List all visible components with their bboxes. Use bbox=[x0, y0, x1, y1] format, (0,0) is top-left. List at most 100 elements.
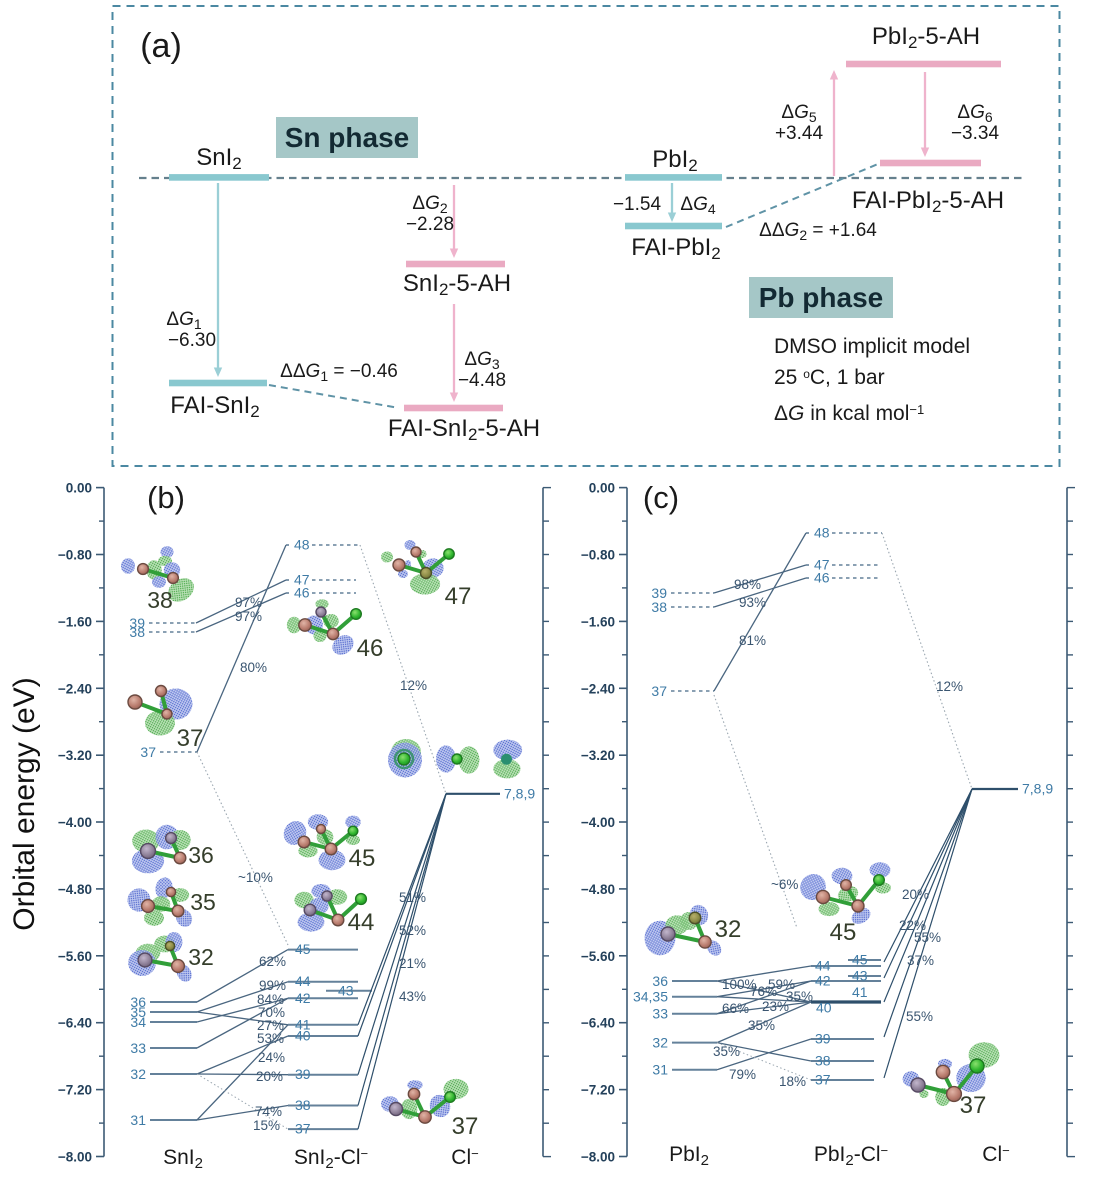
svg-text:20%: 20% bbox=[902, 887, 929, 902]
svg-text:32: 32 bbox=[652, 1035, 668, 1051]
svg-text:FAI-PbI2​: FAI-PbI2​ bbox=[631, 234, 721, 263]
svg-text:25 o​C, 1 bar: 25 o​C, 1 bar bbox=[774, 366, 885, 389]
svg-text:51%: 51% bbox=[399, 890, 426, 905]
svg-text:41: 41 bbox=[852, 984, 868, 1000]
svg-text:−6.40: −6.40 bbox=[581, 1016, 615, 1031]
svg-text:40: 40 bbox=[816, 1000, 832, 1016]
svg-text:(c): (c) bbox=[643, 480, 679, 515]
svg-text:21%: 21% bbox=[399, 956, 426, 971]
svg-text:38: 38 bbox=[295, 1097, 311, 1113]
svg-text:98%: 98% bbox=[734, 577, 761, 592]
svg-text:(a): (a) bbox=[140, 27, 182, 65]
svg-text:44: 44 bbox=[348, 909, 375, 936]
svg-text:7,8,9: 7,8,9 bbox=[504, 786, 535, 802]
svg-text:20%: 20% bbox=[256, 1069, 283, 1084]
svg-text:Pb phase: Pb phase bbox=[759, 282, 883, 313]
svg-text:35%: 35% bbox=[786, 989, 813, 1004]
svg-text:55%: 55% bbox=[906, 1009, 933, 1024]
svg-text:33: 33 bbox=[652, 1006, 668, 1022]
svg-text:37: 37 bbox=[177, 725, 204, 752]
svg-text:37: 37 bbox=[452, 1113, 479, 1140]
svg-text:ΔG6​: ΔG6​ bbox=[957, 102, 992, 125]
svg-text:−4.48: −4.48 bbox=[458, 370, 506, 391]
svg-text:31: 31 bbox=[652, 1062, 668, 1078]
svg-text:~10%: ~10% bbox=[238, 870, 273, 885]
svg-text:35: 35 bbox=[130, 1004, 146, 1020]
svg-text:−8.00: −8.00 bbox=[581, 1150, 615, 1165]
svg-text:37: 37 bbox=[651, 683, 667, 699]
svg-text:32: 32 bbox=[130, 1066, 146, 1082]
svg-text:22%: 22% bbox=[899, 918, 926, 933]
svg-text:44: 44 bbox=[295, 973, 311, 989]
svg-text:100%: 100% bbox=[722, 977, 757, 992]
svg-text:SnI2​-5-AH: SnI2​-5-AH bbox=[403, 270, 511, 299]
svg-text:35%: 35% bbox=[713, 1044, 740, 1059]
svg-text:48: 48 bbox=[814, 525, 830, 541]
svg-text:93%: 93% bbox=[739, 595, 766, 610]
svg-text:PbI2​-5-AH: PbI2​-5-AH bbox=[872, 23, 980, 52]
svg-text:74%: 74% bbox=[255, 1104, 282, 1119]
svg-text:47: 47 bbox=[294, 572, 310, 588]
svg-text:35%: 35% bbox=[748, 1018, 775, 1033]
svg-text:45: 45 bbox=[349, 845, 376, 872]
svg-text:32: 32 bbox=[715, 916, 742, 943]
svg-text:−4.00: −4.00 bbox=[581, 815, 615, 830]
svg-text:23%: 23% bbox=[762, 999, 789, 1014]
svg-text:Sn phase: Sn phase bbox=[285, 122, 409, 153]
svg-text:40: 40 bbox=[295, 1028, 311, 1044]
svg-text:42: 42 bbox=[815, 973, 831, 989]
svg-text:39: 39 bbox=[295, 1066, 311, 1082]
svg-text:18%: 18% bbox=[779, 1074, 806, 1089]
svg-text:−5.60: −5.60 bbox=[581, 949, 615, 964]
svg-text:84%: 84% bbox=[257, 992, 284, 1007]
svg-text:ΔG2​: ΔG2​ bbox=[412, 193, 447, 216]
svg-text:47: 47 bbox=[814, 557, 830, 573]
svg-text:−2.40: −2.40 bbox=[581, 681, 615, 696]
svg-text:12%: 12% bbox=[936, 679, 963, 694]
svg-text:52%: 52% bbox=[399, 923, 426, 938]
svg-text:43%: 43% bbox=[399, 989, 426, 1004]
svg-text:−0.80: −0.80 bbox=[58, 548, 92, 563]
svg-text:70%: 70% bbox=[258, 1005, 285, 1020]
svg-text:ΔG5​: ΔG5​ bbox=[781, 102, 816, 125]
svg-text:45: 45 bbox=[830, 919, 857, 946]
svg-text:−6.40: −6.40 bbox=[58, 1016, 92, 1031]
svg-text:39: 39 bbox=[129, 615, 145, 631]
svg-text:~6%: ~6% bbox=[771, 877, 798, 892]
svg-text:46: 46 bbox=[814, 570, 830, 586]
svg-text:7,8,9: 7,8,9 bbox=[1022, 781, 1053, 797]
svg-text:DMSO implicit model: DMSO implicit model bbox=[774, 335, 970, 358]
svg-text:37: 37 bbox=[295, 1121, 311, 1137]
svg-text:43: 43 bbox=[852, 968, 868, 984]
svg-text:45: 45 bbox=[852, 952, 868, 968]
svg-text:76%: 76% bbox=[750, 984, 777, 999]
svg-text:62%: 62% bbox=[259, 954, 286, 969]
svg-text:−1.60: −1.60 bbox=[581, 614, 615, 629]
svg-text:45: 45 bbox=[295, 941, 311, 957]
svg-text:−3.34: −3.34 bbox=[951, 123, 1000, 144]
svg-text:55%: 55% bbox=[914, 930, 941, 945]
svg-text:15%: 15% bbox=[253, 1118, 280, 1133]
svg-text:ΔG in kcal mol−1​: ΔG in kcal mol−1​ bbox=[774, 402, 924, 425]
svg-text:−7.20: −7.20 bbox=[58, 1083, 92, 1098]
svg-text:48: 48 bbox=[294, 537, 310, 553]
svg-text:FAI-SnI2​: FAI-SnI2​ bbox=[170, 392, 260, 421]
svg-text:31: 31 bbox=[130, 1112, 146, 1128]
svg-text:34,35: 34,35 bbox=[633, 989, 668, 1005]
svg-text:34: 34 bbox=[130, 1014, 146, 1030]
svg-text:ΔΔG2​ = +1.64: ΔΔG2​ = +1.64 bbox=[759, 220, 877, 243]
svg-text:−5.60: −5.60 bbox=[58, 949, 92, 964]
svg-text:27%: 27% bbox=[257, 1018, 284, 1033]
svg-text:39: 39 bbox=[815, 1031, 831, 1047]
svg-text:97%: 97% bbox=[235, 609, 262, 624]
svg-text:39: 39 bbox=[651, 585, 667, 601]
svg-text:−2.40: −2.40 bbox=[58, 681, 92, 696]
svg-text:37: 37 bbox=[815, 1072, 831, 1088]
svg-text:80%: 80% bbox=[240, 660, 267, 675]
svg-text:Orbital energy (eV): Orbital energy (eV) bbox=[8, 677, 41, 930]
svg-text:38: 38 bbox=[651, 599, 667, 615]
svg-text:36: 36 bbox=[652, 973, 668, 989]
svg-text:ΔG1​: ΔG1​ bbox=[166, 309, 201, 332]
svg-text:12%: 12% bbox=[400, 678, 427, 693]
svg-text:−4.80: −4.80 bbox=[581, 882, 615, 897]
